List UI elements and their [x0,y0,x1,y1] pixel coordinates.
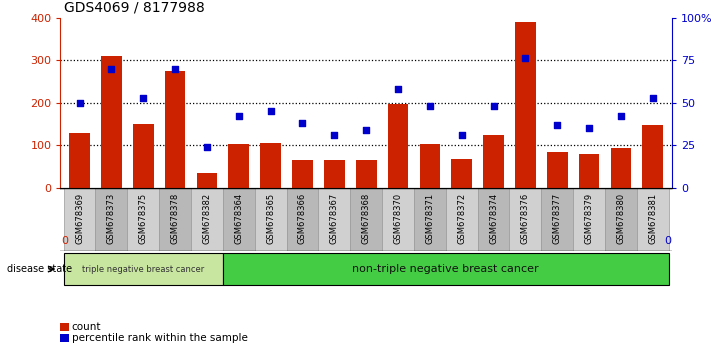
Bar [382,188,414,251]
Bar [451,159,472,188]
Text: 0: 0 [664,236,671,246]
Point [360,127,372,133]
Bar [191,188,223,251]
Point [392,86,404,92]
Point [615,113,626,119]
Bar [133,124,154,188]
Point [169,66,181,72]
Bar [101,56,122,188]
Bar [547,152,567,188]
Bar [196,173,218,188]
Bar [387,103,408,188]
Point [488,103,499,109]
Text: GDS4069 / 8177988: GDS4069 / 8177988 [63,0,204,14]
Point [328,132,340,138]
Bar [446,188,478,251]
Point [647,95,658,101]
Bar [127,188,159,251]
Text: 0: 0 [61,236,68,246]
Bar [573,188,605,251]
Text: GSM678375: GSM678375 [139,193,148,244]
Bar [60,334,69,342]
Point [552,122,563,127]
Bar [356,160,377,188]
Text: GSM678364: GSM678364 [235,193,243,244]
Bar [351,188,382,251]
Text: GSM678365: GSM678365 [266,193,275,244]
Text: GSM678373: GSM678373 [107,193,116,244]
Bar [419,144,440,188]
Point [520,56,531,61]
Bar [510,188,541,251]
Text: GSM678379: GSM678379 [584,193,594,244]
Bar [515,22,536,188]
Bar [60,323,69,331]
Text: GSM678370: GSM678370 [393,193,402,244]
Text: GSM678378: GSM678378 [171,193,180,244]
Text: GSM678376: GSM678376 [521,193,530,244]
Bar [165,71,186,188]
Bar [159,188,191,251]
Bar [541,188,573,251]
Text: GSM678380: GSM678380 [616,193,626,244]
Text: GSM678372: GSM678372 [457,193,466,244]
Text: percentile rank within the sample: percentile rank within the sample [72,333,247,343]
Bar [69,133,90,188]
Text: GSM678368: GSM678368 [362,193,370,244]
Text: GSM678371: GSM678371 [425,193,434,244]
Text: GSM678382: GSM678382 [203,193,211,244]
Text: GSM678366: GSM678366 [298,193,307,244]
Bar [63,253,223,285]
Point [201,144,213,150]
Bar [223,188,255,251]
Text: GSM678381: GSM678381 [648,193,657,244]
Point [74,100,85,105]
Text: GSM678367: GSM678367 [330,193,339,244]
Text: triple negative breast cancer: triple negative breast cancer [82,264,204,274]
Point [424,103,436,109]
Point [265,108,277,114]
Point [584,125,595,131]
Bar [287,188,319,251]
Text: GSM678374: GSM678374 [489,193,498,244]
Point [137,95,149,101]
Bar [643,125,663,188]
Text: disease state: disease state [7,264,73,274]
Point [456,132,467,138]
Point [233,113,245,119]
Bar [483,135,504,188]
Text: non-triple negative breast cancer: non-triple negative breast cancer [353,264,539,274]
Bar [637,188,669,251]
Bar [223,253,669,285]
Bar [63,188,95,251]
Text: count: count [72,322,101,332]
Bar [95,188,127,251]
Bar [228,144,249,188]
Bar [319,188,351,251]
Text: GSM678369: GSM678369 [75,193,84,244]
Bar [260,143,281,188]
Bar [579,154,599,188]
Bar [414,188,446,251]
Bar [611,148,631,188]
Bar [478,188,510,251]
Bar [324,160,345,188]
Text: GSM678377: GSM678377 [552,193,562,244]
Bar [255,188,287,251]
Bar [292,160,313,188]
Bar [605,188,637,251]
Point [296,120,308,126]
Point [106,66,117,72]
